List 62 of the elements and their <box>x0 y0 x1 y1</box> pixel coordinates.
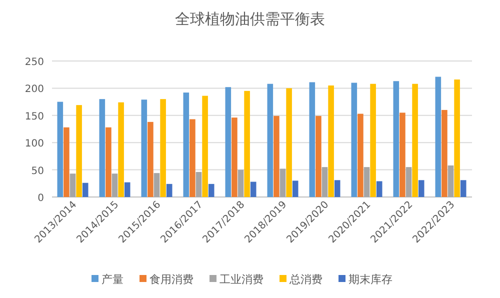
bar <box>82 182 88 197</box>
bar <box>328 85 334 197</box>
bar <box>154 173 160 197</box>
y-tick-label: 50 <box>31 166 44 177</box>
bar <box>70 174 76 197</box>
chart-title: 全球植物油供需平衡表 <box>175 10 325 28</box>
bar <box>106 127 112 197</box>
bar <box>442 110 448 197</box>
bar <box>148 122 154 197</box>
bar <box>64 127 70 197</box>
bar <box>286 88 292 197</box>
bar <box>225 87 232 197</box>
bar <box>292 180 298 197</box>
bar <box>280 168 286 197</box>
bar <box>196 172 202 197</box>
bar <box>250 182 256 197</box>
bar <box>393 81 400 197</box>
bar <box>400 112 406 197</box>
legend-label: 产量 <box>102 273 124 286</box>
bar <box>244 90 250 197</box>
bar <box>454 79 460 197</box>
y-tick-label: 150 <box>24 111 44 122</box>
bar <box>322 167 328 197</box>
legend-label: 期末库存 <box>348 273 392 286</box>
bar <box>406 167 412 197</box>
y-tick-label: 250 <box>24 57 44 68</box>
legend-label: 总消费 <box>288 273 322 286</box>
bar <box>267 84 274 197</box>
bar <box>274 116 280 197</box>
bar <box>141 100 148 197</box>
bar <box>351 82 358 197</box>
bar <box>208 184 214 197</box>
bar <box>376 181 382 197</box>
bar <box>183 92 190 197</box>
bar <box>160 99 166 197</box>
bar <box>460 180 466 197</box>
bar <box>57 102 64 197</box>
bar <box>316 116 322 197</box>
bar <box>99 99 106 197</box>
bar <box>418 180 424 197</box>
legend-label: 食用消费 <box>150 273 194 286</box>
bar <box>124 182 130 197</box>
y-tick-label: 100 <box>24 138 44 150</box>
bar <box>76 105 82 197</box>
bar <box>118 102 124 197</box>
bar <box>166 184 172 197</box>
y-tick-label: 0 <box>38 193 44 204</box>
bar <box>448 165 454 197</box>
bar <box>112 174 118 197</box>
bar <box>435 76 442 197</box>
bar <box>202 96 208 197</box>
bar <box>190 119 196 197</box>
legend-label: 工业消费 <box>220 273 264 286</box>
bar <box>370 84 376 197</box>
bar <box>412 84 418 197</box>
bar <box>334 180 340 197</box>
y-tick-label: 200 <box>24 84 44 96</box>
bar <box>309 82 316 197</box>
bar <box>358 114 364 197</box>
bar <box>364 167 370 197</box>
bar <box>232 118 238 197</box>
bar <box>238 170 244 197</box>
